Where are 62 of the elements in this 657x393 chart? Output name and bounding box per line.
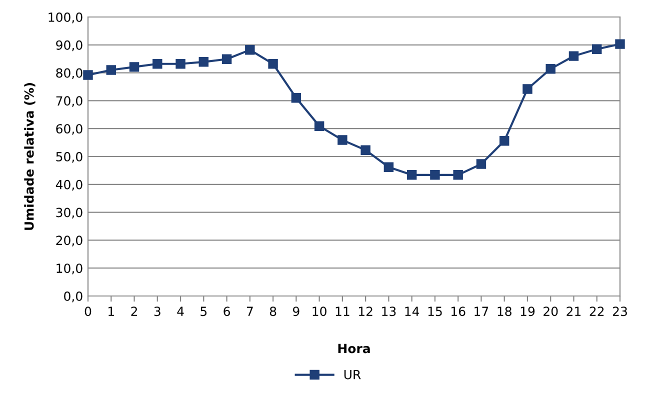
x-tick-label: 8 bbox=[270, 306, 276, 316]
point bbox=[222, 54, 232, 64]
point bbox=[338, 135, 348, 145]
y-axis-title: Umidade relativa (%) bbox=[24, 83, 36, 230]
x-tick-label: 22 bbox=[590, 306, 604, 316]
x-tick-label: 18 bbox=[498, 306, 512, 316]
point bbox=[83, 70, 93, 80]
x-tick-label: 19 bbox=[520, 306, 535, 316]
y-tick-label: 60,0 bbox=[56, 124, 82, 135]
y-tick-label: 50,0 bbox=[56, 152, 82, 163]
point bbox=[176, 59, 186, 69]
y-tick-label: 20,0 bbox=[56, 236, 82, 246]
point bbox=[384, 162, 394, 172]
y-tick-label: 0,0 bbox=[64, 291, 82, 302]
point bbox=[499, 136, 510, 146]
x-tick-label: 7 bbox=[246, 306, 253, 316]
point bbox=[198, 57, 209, 67]
y-tick-label: 90,0 bbox=[56, 40, 82, 52]
x-tick-label: 21 bbox=[566, 306, 581, 316]
y-tick-label: 70,0 bbox=[56, 96, 82, 107]
point bbox=[268, 59, 278, 69]
x-tick-label: 1 bbox=[108, 306, 114, 316]
x-tick-label: 9 bbox=[292, 306, 300, 316]
x-tick-label: 12 bbox=[358, 306, 372, 316]
y-tick-label: 100,0 bbox=[48, 12, 82, 24]
x-tick-label: 16 bbox=[452, 306, 466, 316]
x-tick-label: 0 bbox=[84, 306, 92, 316]
point bbox=[522, 84, 532, 94]
y-tick-label: 30,0 bbox=[56, 208, 82, 218]
x-tick-label: 3 bbox=[154, 306, 160, 316]
point bbox=[615, 39, 625, 49]
x-tick-label: 10 bbox=[312, 306, 326, 316]
point bbox=[152, 59, 162, 69]
point bbox=[453, 170, 463, 180]
point bbox=[430, 170, 440, 180]
x-tick-label: 20 bbox=[544, 306, 558, 316]
point bbox=[592, 44, 602, 54]
point bbox=[476, 159, 486, 169]
x-tick-label: 11 bbox=[336, 306, 350, 316]
x-tick-label: 4 bbox=[177, 306, 184, 316]
x-tick-label: 2 bbox=[131, 306, 137, 316]
legend-label: UR bbox=[344, 370, 361, 380]
x-tick-label: 15 bbox=[428, 306, 442, 316]
point bbox=[546, 64, 556, 74]
point bbox=[360, 145, 370, 155]
x-tick-label: 5 bbox=[200, 306, 207, 316]
point bbox=[245, 45, 255, 55]
x-tick-label: 17 bbox=[474, 306, 488, 316]
x-tick-label: 6 bbox=[224, 306, 230, 316]
x-axis-title: Hora bbox=[338, 344, 370, 354]
x-tick-label: 23 bbox=[612, 306, 627, 316]
point bbox=[106, 65, 116, 75]
point bbox=[568, 51, 579, 61]
x-tick-label: 13 bbox=[382, 306, 396, 316]
x-tick-label: 14 bbox=[405, 306, 420, 316]
point bbox=[314, 121, 324, 131]
point bbox=[291, 93, 302, 103]
point bbox=[129, 62, 140, 72]
y-tick-label: 10,0 bbox=[56, 264, 82, 274]
y-tick-label: 80,0 bbox=[56, 68, 82, 79]
point bbox=[406, 170, 417, 180]
y-tick-label: 40,0 bbox=[56, 180, 82, 191]
